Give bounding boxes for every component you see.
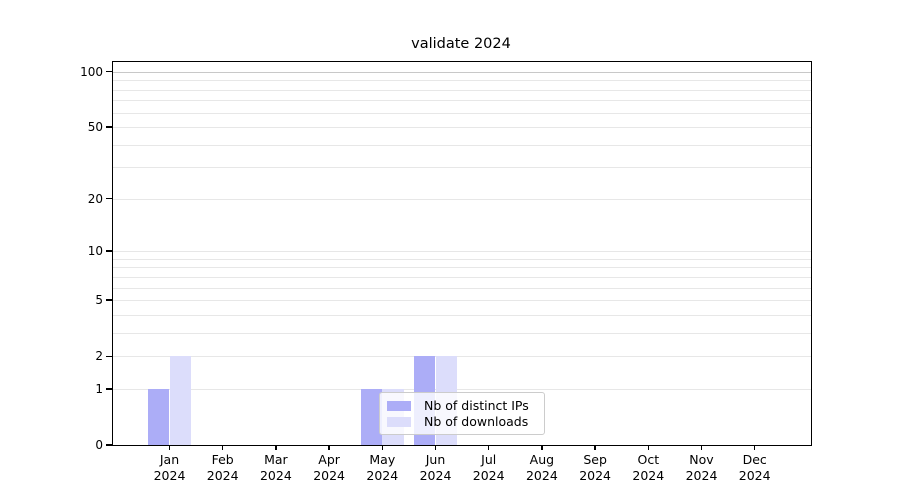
bar-nb-of-distinct-ips-may bbox=[361, 388, 383, 445]
plot-area: Nb of distinct IPs Nb of downloads 0 1 2 5 10… bbox=[80, 61, 812, 483]
y-tick-1 bbox=[106, 388, 112, 390]
x-tick-label-jun: Jun 2024 bbox=[419, 452, 452, 483]
y-tick-label-2: 2 bbox=[95, 349, 103, 364]
x-tick-jan bbox=[168, 445, 171, 450]
x-tick-oct bbox=[647, 445, 649, 450]
gridline-3 bbox=[113, 332, 811, 334]
y-tick-2 bbox=[106, 355, 112, 357]
y-tick-label-0: 0 bbox=[95, 438, 103, 452]
y-tick-20 bbox=[106, 198, 112, 200]
y-tick-0 bbox=[106, 444, 112, 446]
gridline-90 bbox=[113, 80, 811, 82]
x-tick-apr bbox=[328, 445, 330, 450]
gridline-70 bbox=[113, 100, 811, 102]
x-tick-sep bbox=[594, 445, 596, 450]
x-tick-label-sep: Sep 2024 bbox=[579, 452, 611, 483]
x-tick-mar bbox=[275, 445, 277, 450]
x-tick-label-feb: Feb 2024 bbox=[206, 452, 239, 483]
x-tick-label-jul: Jul 2024 bbox=[472, 452, 505, 483]
gridline-80 bbox=[113, 89, 811, 91]
x-tick-label-jan: Jan 2024 bbox=[153, 452, 186, 483]
x-tick-label-may: May 2024 bbox=[366, 452, 399, 483]
chart-title: validate 2024 bbox=[411, 36, 511, 52]
legend-row-0: Nb of distinct IPs bbox=[387, 398, 536, 414]
gridline-20 bbox=[113, 198, 811, 200]
x-tick-nov bbox=[700, 445, 703, 450]
x-tick-feb bbox=[222, 445, 224, 450]
y-tick-label-10: 10 bbox=[87, 244, 103, 259]
y-tick-10 bbox=[106, 250, 112, 252]
x-tick-label-apr: Apr 2024 bbox=[313, 452, 345, 483]
gridline-10 bbox=[113, 251, 811, 253]
gridline-5 bbox=[113, 300, 811, 302]
y-tick-label-20: 20 bbox=[87, 191, 103, 206]
y-tick-label-100: 100 bbox=[80, 64, 103, 79]
x-tick-jul bbox=[488, 445, 490, 450]
y-tick-label-5: 5 bbox=[95, 293, 103, 308]
gridline-1 bbox=[113, 388, 811, 390]
legend-label-1: Nb of downloads bbox=[424, 414, 529, 429]
legend-swatch-1 bbox=[387, 417, 411, 427]
gridline-6 bbox=[113, 287, 811, 289]
gridline-2 bbox=[113, 356, 811, 358]
y-tick-label-50: 50 bbox=[87, 120, 103, 134]
x-tick-label-aug: Aug 2024 bbox=[525, 452, 558, 483]
bar-nb-of-downloads-jan bbox=[169, 356, 191, 445]
x-tick-label-oct: Oct 2024 bbox=[632, 452, 665, 483]
gridline-7 bbox=[113, 276, 811, 278]
gridline-30 bbox=[113, 167, 811, 169]
bar-nb-of-distinct-ips-jan bbox=[148, 388, 170, 445]
gridline-8 bbox=[113, 267, 811, 269]
legend-swatch-0 bbox=[387, 401, 411, 411]
gridline-60 bbox=[113, 112, 811, 114]
legend-label-0: Nb of distinct IPs bbox=[424, 398, 529, 413]
x-tick-label-mar: Mar 2024 bbox=[259, 452, 292, 483]
x-tick-aug bbox=[541, 445, 543, 450]
gridline-40 bbox=[113, 144, 811, 146]
x-tick-label-nov: Nov 2024 bbox=[685, 452, 718, 483]
legend: Nb of distinct IPs Nb of downloads bbox=[379, 392, 545, 435]
x-tick-label-dec: Dec 2024 bbox=[738, 452, 771, 483]
gridline-100 bbox=[113, 71, 811, 73]
y-tick-label-1: 1 bbox=[95, 381, 103, 396]
gridline-4 bbox=[113, 314, 811, 316]
y-tick-5 bbox=[106, 299, 112, 301]
y-tick-100 bbox=[106, 71, 112, 73]
x-tick-jun bbox=[434, 445, 437, 450]
gridline-50 bbox=[113, 127, 811, 128]
y-tick-50 bbox=[106, 126, 112, 128]
x-tick-may bbox=[381, 445, 383, 450]
legend-row-1: Nb of downloads bbox=[387, 414, 536, 430]
x-tick-dec bbox=[754, 445, 756, 450]
gridline-9 bbox=[113, 258, 811, 260]
